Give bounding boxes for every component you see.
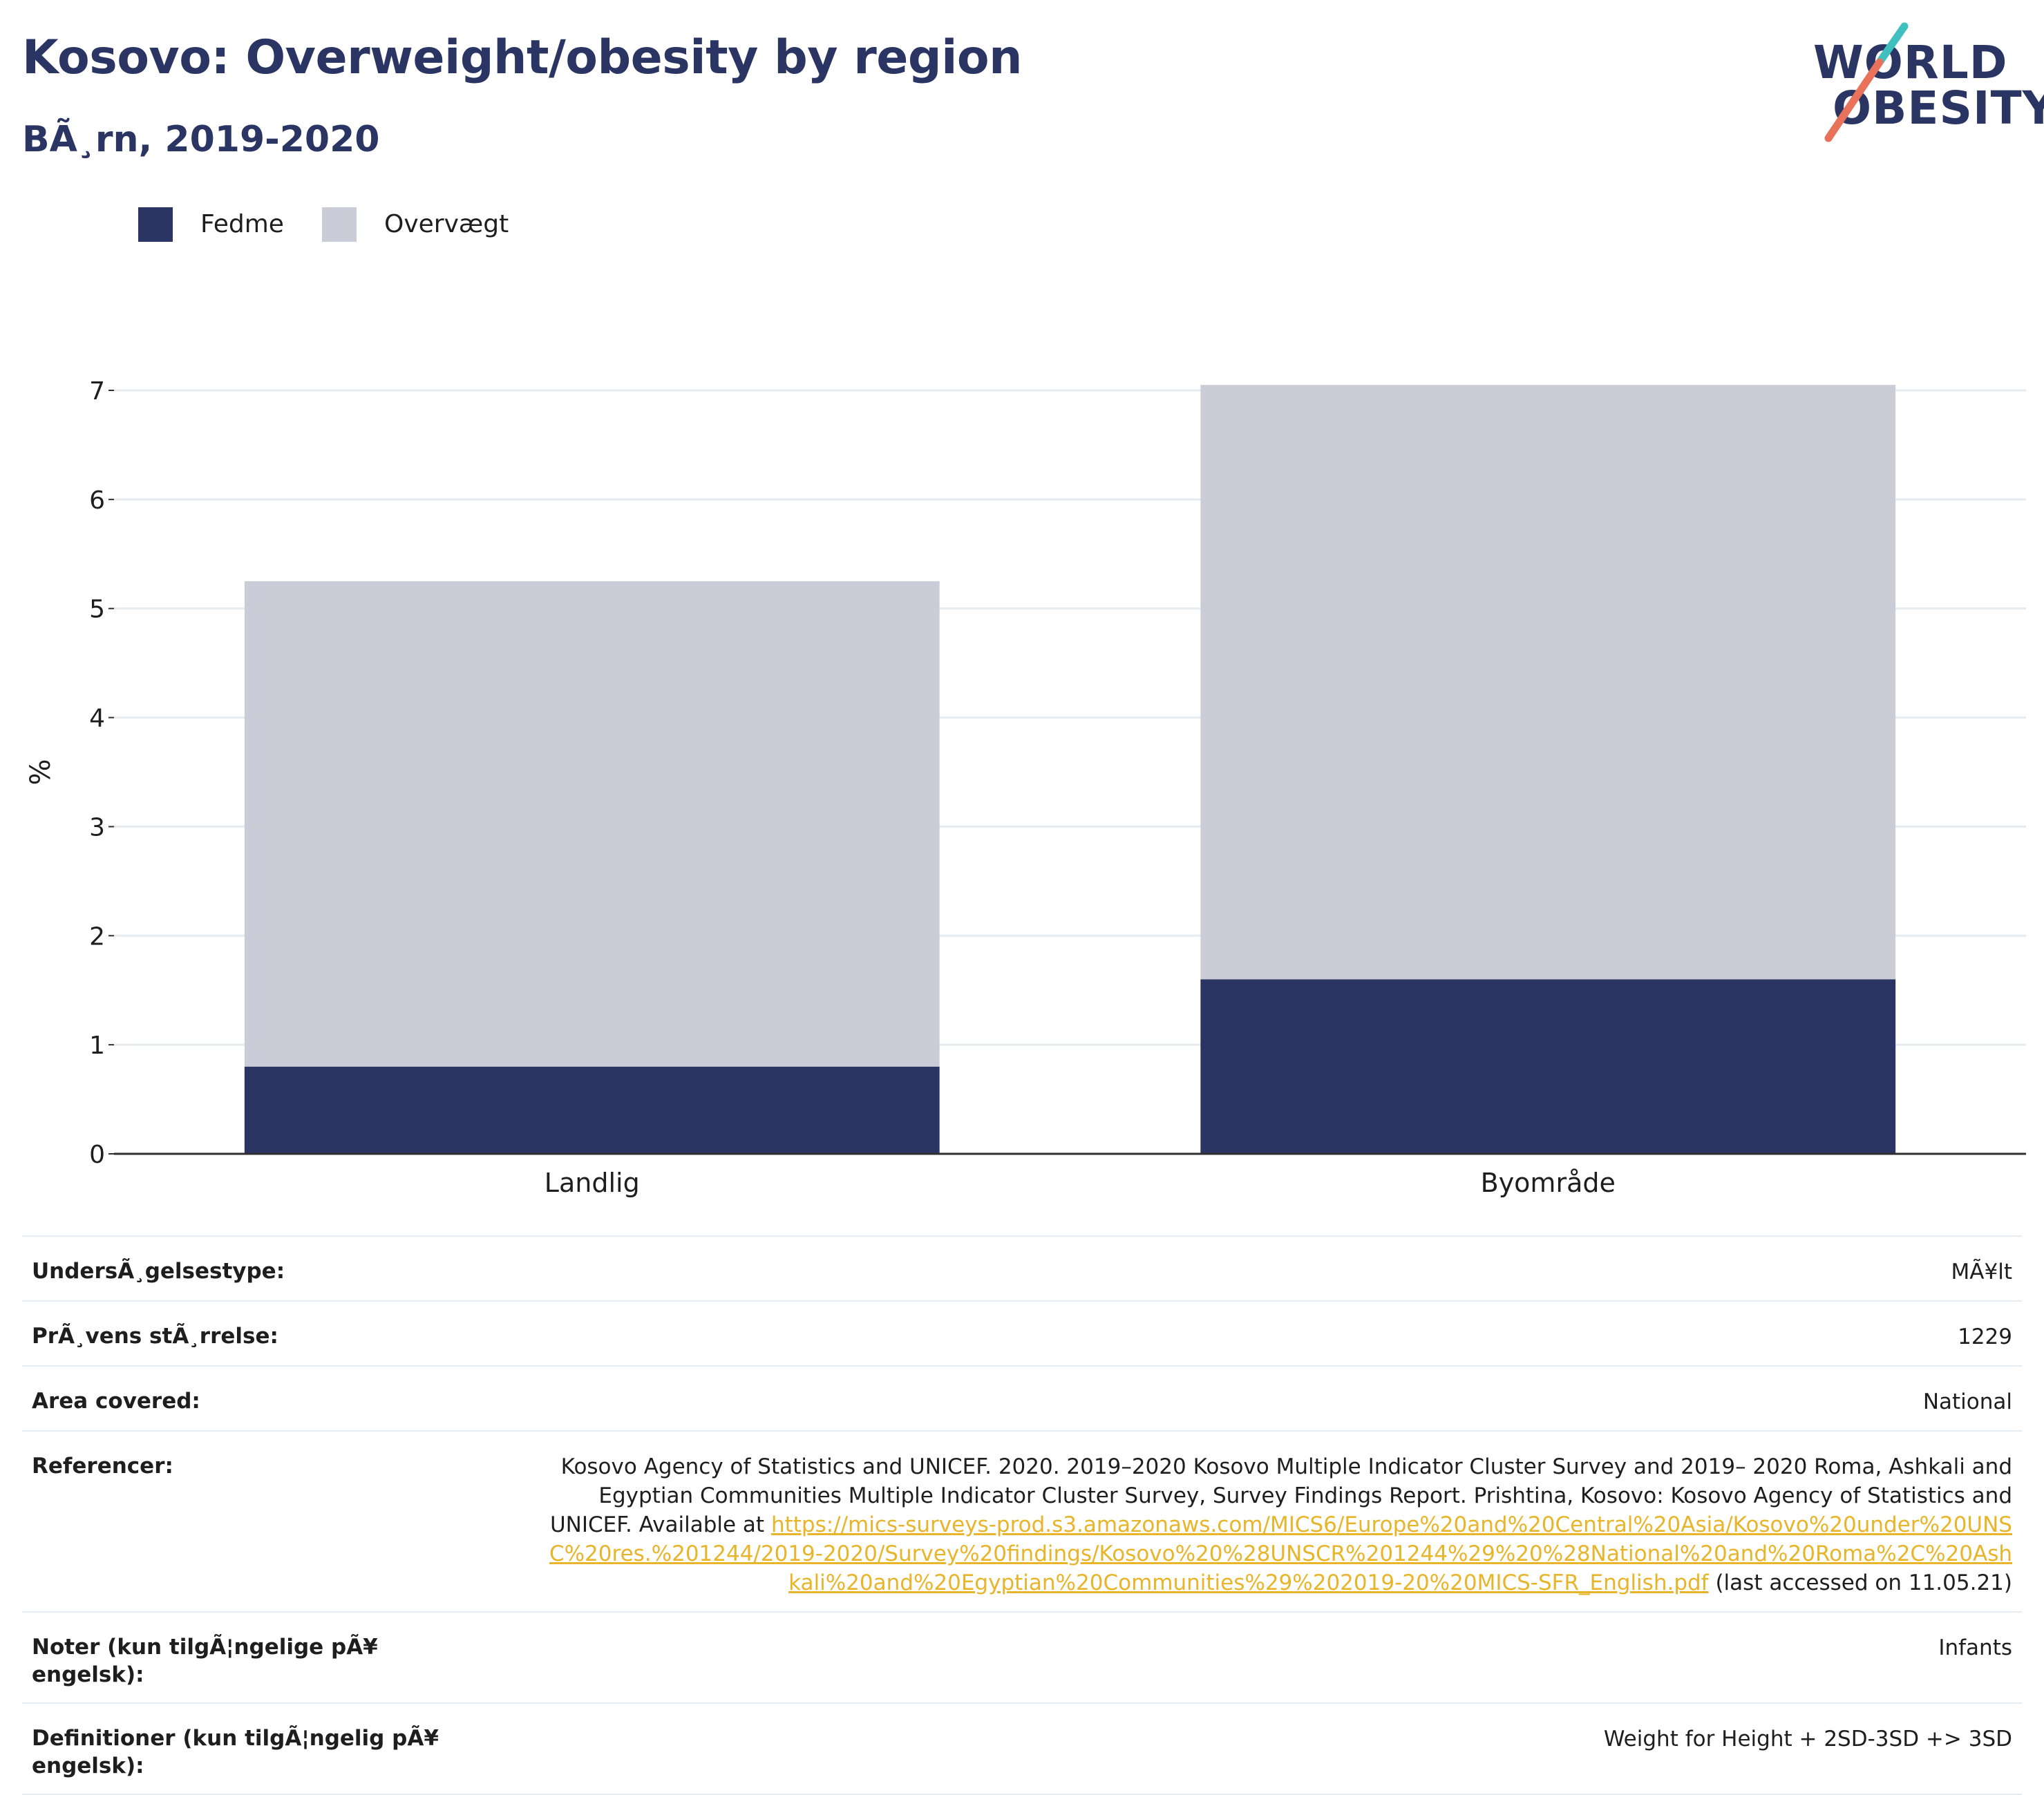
meta-row-definitions: Definitioner (kun tilgÃ¦ngelig pÃ¥ engel… xyxy=(22,1704,2022,1795)
meta-label: PrÃ¸vens stÃ¸rrelse: xyxy=(32,1324,278,1349)
legend-swatch-fedme xyxy=(138,207,173,242)
references-value: Kosovo Agency of Statistics and UNICEF. … xyxy=(488,1452,2012,1597)
meta-row-references: Referencer: Kosovo Agency of Statistics … xyxy=(22,1432,2022,1613)
chart-subtitle: BÃ¸rn, 2019-2020 xyxy=(22,119,380,160)
chart-title: Kosovo: Overweight/obesity by region xyxy=(22,30,1023,85)
bar-overvaegt-1 xyxy=(1200,385,1896,980)
meta-row-notes: Noter (kun tilgÃ¦ngelige pÃ¥ engelsk): I… xyxy=(22,1613,2022,1704)
y-tick-label: 1 xyxy=(89,1032,105,1060)
references-text: Kosovo Agency of Statistics and UNICEF. … xyxy=(549,1454,2012,1537)
bar-overvaegt-0 xyxy=(244,581,940,1067)
meta-label: Referencer: xyxy=(32,1454,173,1479)
x-tick-label: Byområde xyxy=(1481,1168,1616,1198)
y-tick-label: 0 xyxy=(89,1141,105,1169)
meta-value: MÃ¥lt xyxy=(1951,1260,2012,1284)
logo-line-obesity: OBESITY xyxy=(1833,82,2044,135)
stacked-bar-chart: 0 1 2 3 4 5 6 7 Landlig Byområde% xyxy=(25,377,2026,1198)
legend-label-overvaegt: Overvægt xyxy=(384,210,509,238)
legend-swatch-overvaegt xyxy=(322,207,357,242)
y-axis-title: % xyxy=(25,759,57,785)
logo-line-world: WORLD xyxy=(1813,36,2008,89)
meta-value: Weight for Height + 2SD-3SD +> 3SD xyxy=(1603,1727,2012,1751)
references-suffix: (last accessed on 11.05.21) xyxy=(1708,1570,2012,1595)
meta-value: National xyxy=(1922,1389,2012,1414)
y-tick-label: 4 xyxy=(89,705,105,733)
meta-row-survey-type: UndersÃ¸gelsestype: MÃ¥lt xyxy=(22,1237,2022,1302)
logo-slash-icon xyxy=(1824,22,1909,142)
bar-fedme-0 xyxy=(244,1066,940,1154)
y-tick-label: 2 xyxy=(89,922,105,951)
meta-label: Definitioner (kun tilgÃ¦ngelig pÃ¥ engel… xyxy=(32,1726,439,1778)
world-obesity-logo: WORLD OBESITY xyxy=(1804,21,2044,145)
x-tick-label: Landlig xyxy=(545,1168,640,1198)
meta-label: UndersÃ¸gelsestype: xyxy=(32,1259,285,1284)
survey-details-table: UndersÃ¸gelsestype: MÃ¥lt PrÃ¸vens stÃ¸r… xyxy=(22,1235,2022,1795)
y-tick-label: 3 xyxy=(89,813,105,842)
legend-label-fedme: Fedme xyxy=(200,210,284,238)
meta-label: Area covered: xyxy=(32,1389,200,1414)
meta-value: 1229 xyxy=(1958,1324,2012,1349)
bar-fedme-1 xyxy=(1200,979,1896,1154)
y-tick-label: 5 xyxy=(89,596,105,624)
y-tick-label: 6 xyxy=(89,486,105,515)
meta-label: Noter (kun tilgÃ¦ngelige pÃ¥ engelsk): xyxy=(32,1635,378,1687)
meta-value: Infants xyxy=(1938,1635,2012,1660)
references-link[interactable]: https://mics-surveys-prod.s3.amazonaws.c… xyxy=(549,1512,2012,1595)
y-tick-label: 7 xyxy=(89,377,105,406)
meta-row-area: Area covered: National xyxy=(22,1367,2022,1432)
meta-row-sample-size: PrÃ¸vens stÃ¸rrelse: 1229 xyxy=(22,1302,2022,1367)
